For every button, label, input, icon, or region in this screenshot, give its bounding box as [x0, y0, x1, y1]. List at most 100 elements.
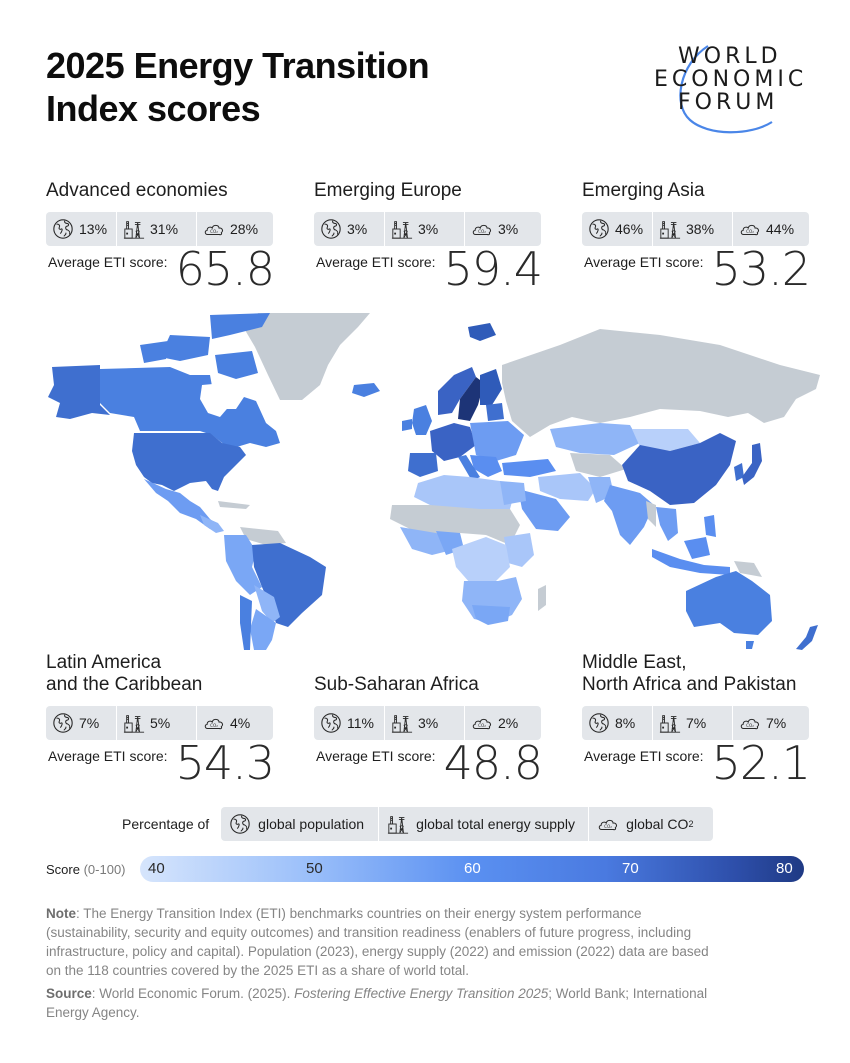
region-emerging-europe: Emerging Europe 3% 3% 3% Average ETI sco…	[314, 180, 554, 296]
map-india	[604, 485, 654, 545]
map-saudi-arabia	[518, 489, 570, 531]
map-turkey	[502, 459, 556, 477]
map-svalbard	[468, 323, 496, 341]
wef-logo: WORLD ECONOMIC FORUM	[650, 44, 810, 136]
legend-label: Percentage of	[122, 816, 210, 832]
logo-forum: FORUM	[678, 90, 779, 115]
co2-stat: 28%	[197, 212, 273, 246]
map-sahel-gray	[390, 505, 520, 545]
region-sub-saharan-africa: Sub-Saharan Africa 11% 3% 2% Average ETI…	[314, 674, 554, 790]
score-value: 65.8	[175, 242, 275, 296]
energy-stat: 3%	[385, 212, 465, 246]
region-name: Emerging Europe	[314, 180, 462, 201]
map-argentina	[250, 609, 276, 650]
population-stat: 8%	[582, 706, 653, 740]
co2-stat: 7%	[733, 706, 809, 740]
map-canada	[100, 367, 280, 449]
logo-economic: ECONOMIC	[654, 67, 808, 92]
map-central-africa	[452, 537, 510, 583]
co2-cloud-icon	[203, 218, 225, 240]
score-label: Average ETI score:	[584, 254, 704, 270]
world-map	[48, 313, 820, 650]
score-value: 48.8	[443, 736, 543, 790]
map-eastern-europe	[470, 421, 524, 461]
region-name: Middle East, North Africa and Pakistan	[582, 652, 797, 695]
score-row: Average ETI score: 52.1	[582, 738, 822, 790]
population-stat: 3%	[314, 212, 385, 246]
map-sweden	[458, 377, 484, 421]
score-label: Average ETI score:	[316, 748, 436, 764]
globe-icon	[229, 813, 251, 835]
globe-icon	[52, 712, 74, 734]
region-stats: 46% 38% 44%	[582, 212, 822, 246]
region-stats: 13% 31% 28%	[46, 212, 286, 246]
map-indochina	[656, 507, 678, 541]
score-label: Average ETI score:	[316, 254, 436, 270]
energy-stat: 5%	[117, 706, 197, 740]
globe-icon	[588, 712, 610, 734]
map-russia	[502, 329, 820, 437]
title-line-1: 2025 Energy Transition	[46, 45, 430, 86]
energy-stat: 7%	[653, 706, 733, 740]
map-myanmar	[646, 501, 656, 527]
legend-population: global population	[221, 807, 380, 841]
map-ireland	[402, 419, 412, 431]
map-east-africa	[504, 533, 534, 567]
score-label: Average ETI score:	[48, 748, 168, 764]
population-stat: 11%	[314, 706, 385, 740]
map-philippines	[704, 515, 716, 537]
score-row: Average ETI score: 65.8	[46, 244, 286, 296]
score-row: Average ETI score: 48.8	[314, 738, 554, 790]
energy-stat: 31%	[117, 212, 197, 246]
legend-pills: global population global total energy su…	[221, 807, 714, 841]
map-central-asia-gray	[570, 453, 626, 477]
scale-tick: 40	[148, 860, 165, 877]
map-norway	[438, 367, 476, 415]
title-line-2: Index scores	[46, 88, 261, 129]
map-new-zealand	[796, 625, 818, 650]
map-italy	[458, 455, 480, 481]
map-papua	[734, 561, 762, 577]
population-stat: 13%	[46, 212, 117, 246]
energy-stat: 3%	[385, 706, 465, 740]
map-south-africa	[472, 605, 510, 625]
co2-cloud-icon	[471, 218, 493, 240]
co2-cloud-icon	[739, 712, 761, 734]
region-stats: 7% 5% 4%	[46, 706, 286, 740]
map-iran-iraq	[538, 473, 596, 501]
map-west-africa	[400, 527, 454, 555]
power-plant-icon	[123, 712, 145, 734]
map-indonesia	[652, 549, 730, 575]
globe-icon	[588, 218, 610, 240]
scale-label: Score (0-100)	[46, 861, 126, 877]
region-name: Latin America and the Caribbean	[46, 652, 203, 695]
score-row: Average ETI score: 54.3	[46, 738, 286, 790]
scale-tick: 60	[464, 860, 481, 877]
map-bolivia-paraguay	[254, 585, 280, 623]
map-china	[622, 433, 736, 505]
scale-tick: 80	[776, 860, 793, 877]
map-australia	[686, 571, 772, 635]
source-text: Source: World Economic Forum. (2025). Fo…	[46, 986, 708, 1020]
co2-stat: 4%	[197, 706, 273, 740]
power-plant-icon	[391, 218, 413, 240]
score-scale: Score (0-100) 40 50 60 70 80	[46, 856, 804, 882]
map-madagascar	[538, 585, 546, 611]
map-korea	[734, 463, 744, 481]
map-caribbean	[218, 501, 250, 509]
map-alaska	[48, 365, 110, 419]
score-value: 54.3	[175, 736, 275, 790]
score-value: 53.2	[711, 242, 811, 296]
region-stats: 3% 3% 3%	[314, 212, 554, 246]
region-emerging-asia: Emerging Asia 46% 38% 44% Average ETI sc…	[582, 180, 822, 296]
score-value: 52.1	[711, 736, 811, 790]
note-text: Note: The Energy Transition Index (ETI) …	[46, 906, 709, 978]
map-central-america	[200, 515, 224, 533]
logo-arc-icon	[679, 45, 773, 134]
map-north-africa	[414, 475, 516, 511]
map-uk	[412, 405, 432, 435]
energy-stat: 38%	[653, 212, 733, 246]
globe-icon	[320, 712, 342, 734]
color-scale-bar: 40 50 60 70 80	[140, 856, 804, 882]
region-stats: 11% 3% 2%	[314, 706, 554, 740]
